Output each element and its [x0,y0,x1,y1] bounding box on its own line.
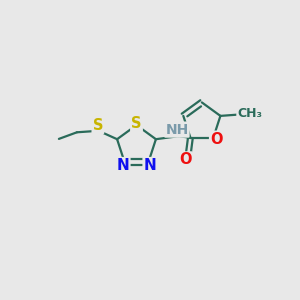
Text: S: S [131,116,142,131]
Text: N: N [117,158,129,173]
Text: S: S [93,118,103,133]
Text: CH₃: CH₃ [237,107,262,120]
Text: O: O [179,152,191,167]
Text: NH: NH [165,123,188,136]
Text: O: O [210,132,223,147]
Text: N: N [144,158,156,173]
